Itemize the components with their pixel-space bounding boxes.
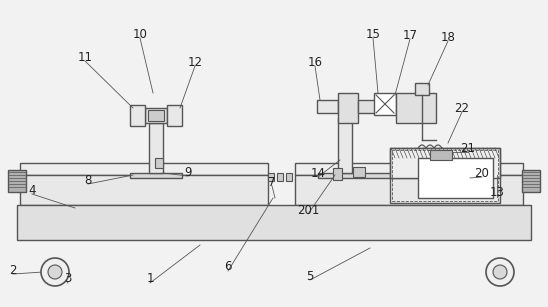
Bar	[145, 108, 167, 123]
Bar	[390, 148, 500, 203]
Circle shape	[41, 258, 69, 286]
Text: 7: 7	[269, 176, 276, 188]
Text: 9: 9	[184, 165, 192, 178]
Text: 2: 2	[9, 263, 17, 277]
Bar	[353, 167, 365, 177]
Bar	[374, 93, 396, 115]
Bar	[295, 163, 523, 175]
Text: 16: 16	[307, 56, 323, 68]
Bar	[418, 158, 493, 198]
Text: 10: 10	[133, 28, 147, 41]
Circle shape	[486, 258, 514, 286]
Text: 1: 1	[146, 273, 154, 286]
Bar	[20, 175, 268, 205]
Bar	[318, 173, 458, 178]
Bar	[317, 100, 338, 113]
Bar	[295, 175, 523, 205]
Bar	[8, 170, 26, 192]
Text: 14: 14	[311, 166, 326, 180]
Circle shape	[493, 265, 507, 279]
Bar	[148, 110, 164, 121]
Text: 21: 21	[460, 142, 476, 154]
Bar	[338, 93, 358, 123]
Bar	[522, 170, 540, 192]
Bar	[396, 93, 436, 123]
Bar	[268, 173, 274, 181]
Text: 12: 12	[187, 56, 203, 68]
Text: 13: 13	[489, 186, 505, 200]
Bar	[392, 150, 498, 201]
Bar	[338, 118, 352, 173]
Text: 17: 17	[402, 29, 418, 41]
Text: 18: 18	[441, 30, 455, 44]
Text: 6: 6	[224, 261, 232, 274]
Text: 5: 5	[306, 270, 313, 282]
Text: 3: 3	[64, 273, 72, 286]
Bar	[167, 105, 182, 126]
Bar	[430, 150, 452, 160]
Bar	[130, 105, 145, 126]
Text: 15: 15	[366, 28, 380, 41]
Bar	[286, 173, 292, 181]
Bar	[415, 83, 429, 95]
Text: 4: 4	[28, 184, 36, 196]
Text: 22: 22	[454, 102, 470, 115]
Bar	[130, 173, 182, 178]
Text: 201: 201	[297, 204, 319, 216]
Bar	[333, 168, 342, 180]
Bar	[277, 173, 283, 181]
Bar	[20, 163, 268, 175]
Bar	[149, 123, 163, 173]
Text: 20: 20	[475, 166, 489, 180]
Bar	[17, 205, 531, 240]
Circle shape	[48, 265, 62, 279]
Text: 11: 11	[77, 50, 93, 64]
Text: 8: 8	[84, 173, 92, 186]
Bar	[390, 148, 500, 178]
Bar	[358, 100, 386, 113]
Bar	[155, 158, 163, 168]
